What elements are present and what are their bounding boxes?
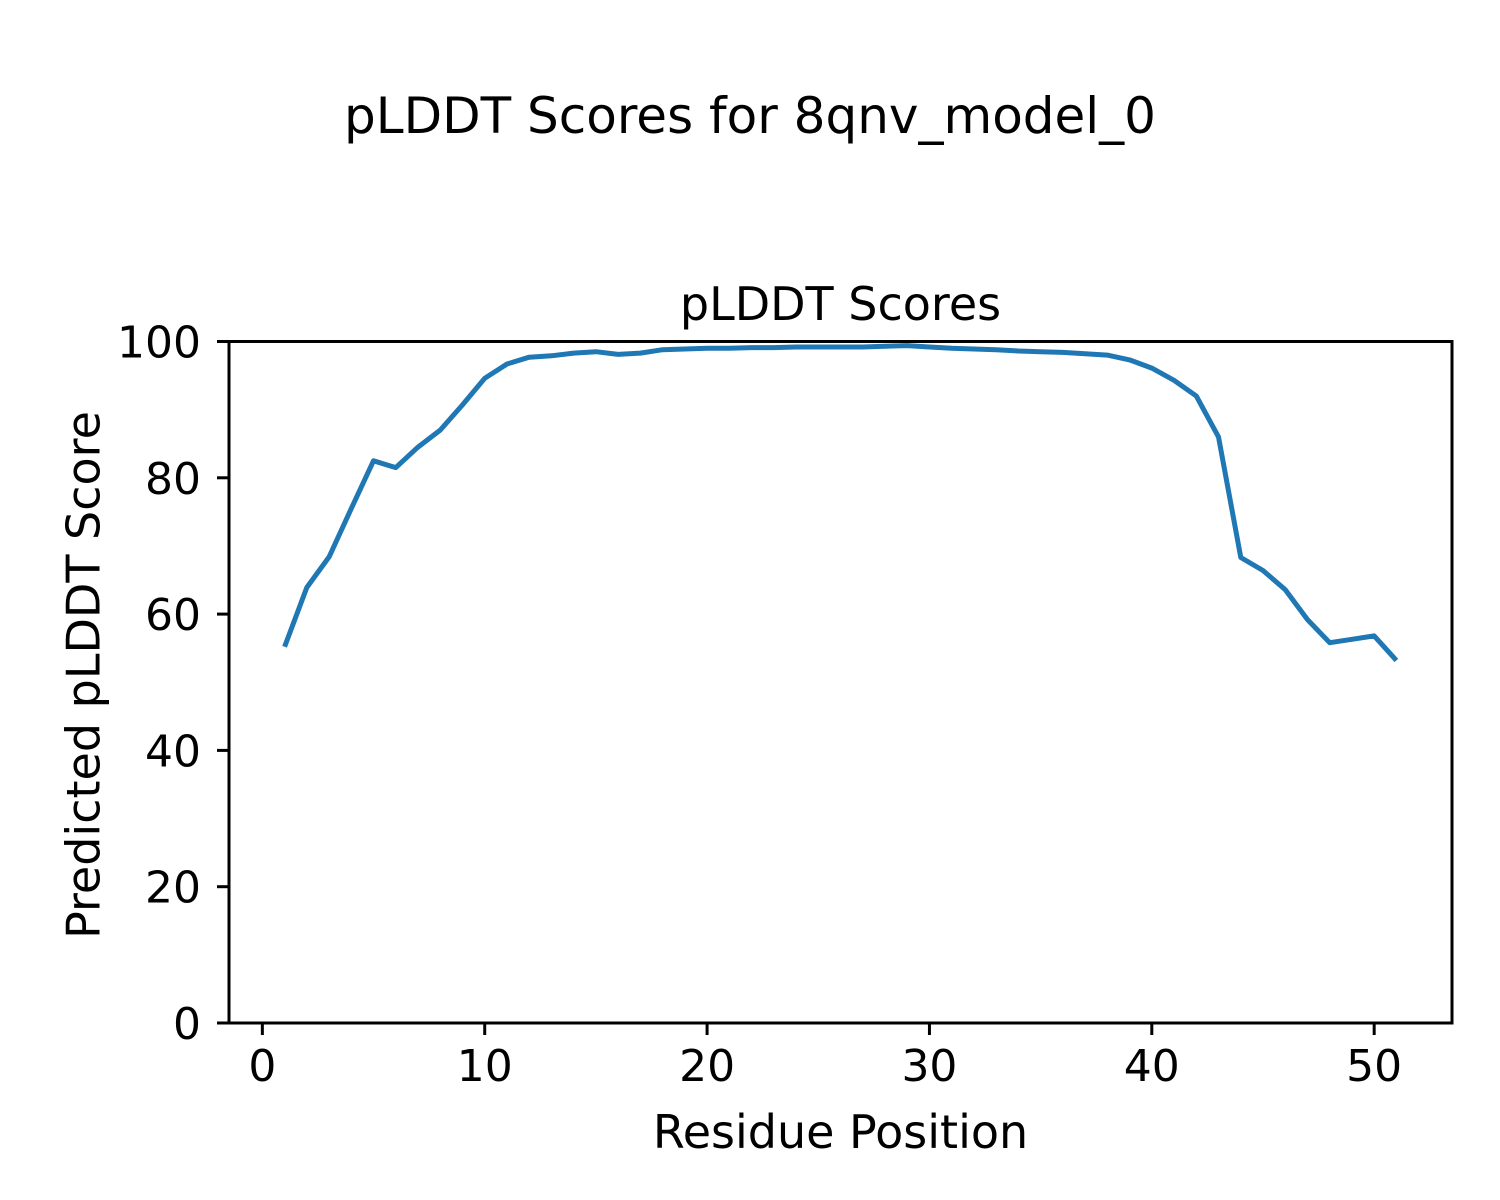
y-tick-label: 20	[145, 863, 201, 914]
plddt-line-series	[282, 343, 1399, 663]
figure-suptitle: pLDDT Scores for 8qnv_model_0	[344, 87, 1156, 145]
axes-title: pLDDT Scores	[679, 277, 1002, 331]
x-tick-label: 40	[1124, 1041, 1180, 1092]
y-tick-label: 80	[145, 454, 201, 505]
x-tick-label: 50	[1346, 1041, 1402, 1092]
y-axis-ticks: 0 20 40 60 80 100	[117, 318, 229, 1050]
x-tick-label: 0	[248, 1041, 276, 1092]
y-tick-label: 60	[145, 590, 201, 641]
y-tick-label: 40	[145, 726, 201, 777]
x-tick-label: 30	[901, 1041, 957, 1092]
x-axis-label: Residue Position	[652, 1105, 1029, 1159]
x-tick-label: 10	[457, 1041, 513, 1092]
axes-frame	[227, 340, 1454, 1025]
x-axis-ticks: 0 10 20 30 40 50	[248, 1023, 1402, 1092]
y-tick-label: 100	[117, 318, 201, 369]
x-tick-label: 20	[679, 1041, 735, 1092]
y-tick-label: 0	[173, 999, 201, 1050]
